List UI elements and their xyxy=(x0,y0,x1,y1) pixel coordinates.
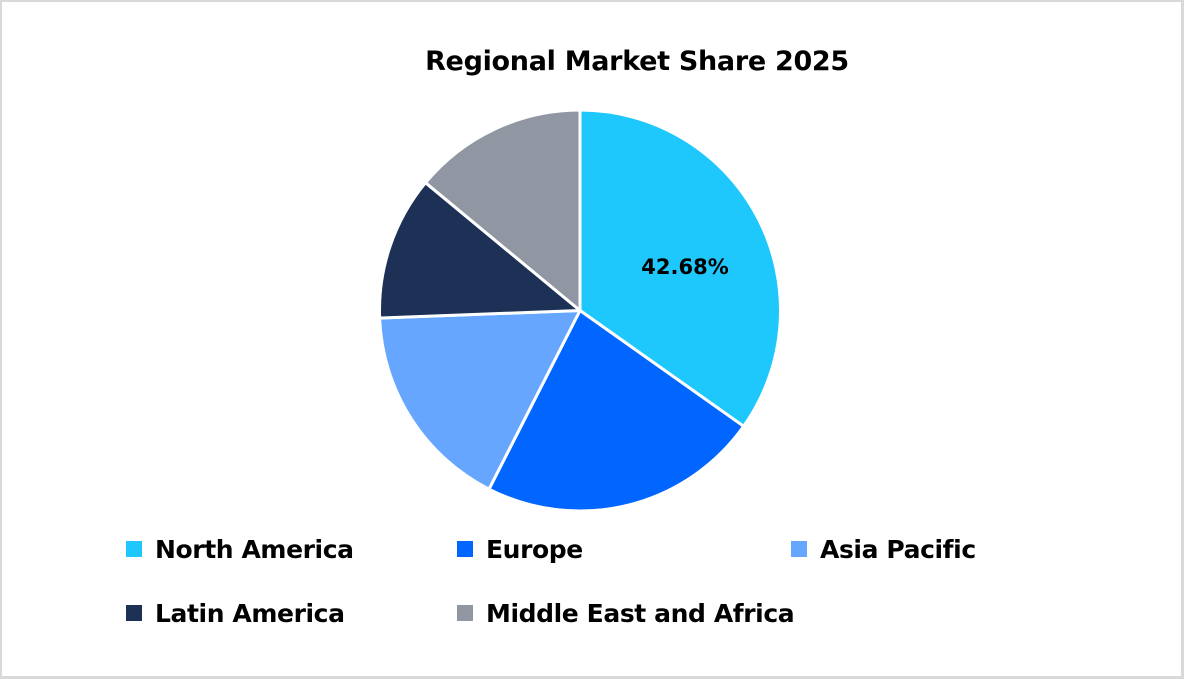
legend-item-latin-america[interactable]: Latin America xyxy=(126,598,345,628)
legend-item-north-america[interactable]: North America xyxy=(126,534,354,564)
slice-label-north-america: 42.68% xyxy=(641,255,728,279)
legend-label: Latin America xyxy=(155,598,345,628)
legend-swatch-middle-east-africa xyxy=(457,605,473,621)
legend-item-europe[interactable]: Europe xyxy=(457,534,583,564)
legend-item-middle-east-africa[interactable]: Middle East and Africa xyxy=(457,598,795,628)
legend-label: Asia Pacific xyxy=(820,534,976,564)
legend-label: Europe xyxy=(486,534,583,564)
chart-title: Regional Market Share 2025 xyxy=(425,46,849,77)
pie-slice-asia-pacific[interactable] xyxy=(378,309,582,491)
legend-swatch-asia-pacific xyxy=(791,541,807,557)
legend-swatch-europe xyxy=(457,541,473,557)
pie-slice-north-america[interactable] xyxy=(578,108,782,428)
pie-slice-latin-america[interactable] xyxy=(378,181,582,320)
legend-label: North America xyxy=(155,534,354,564)
pie-slice-europe[interactable] xyxy=(487,309,746,513)
legend-item-asia-pacific[interactable]: Asia Pacific xyxy=(791,534,976,564)
legend-swatch-north-america xyxy=(126,541,142,557)
pie-slices xyxy=(378,108,782,513)
legend-label: Middle East and Africa xyxy=(486,598,795,628)
legend-swatch-latin-america xyxy=(126,605,142,621)
pie-slice-middle-east-and-africa[interactable] xyxy=(424,108,582,312)
